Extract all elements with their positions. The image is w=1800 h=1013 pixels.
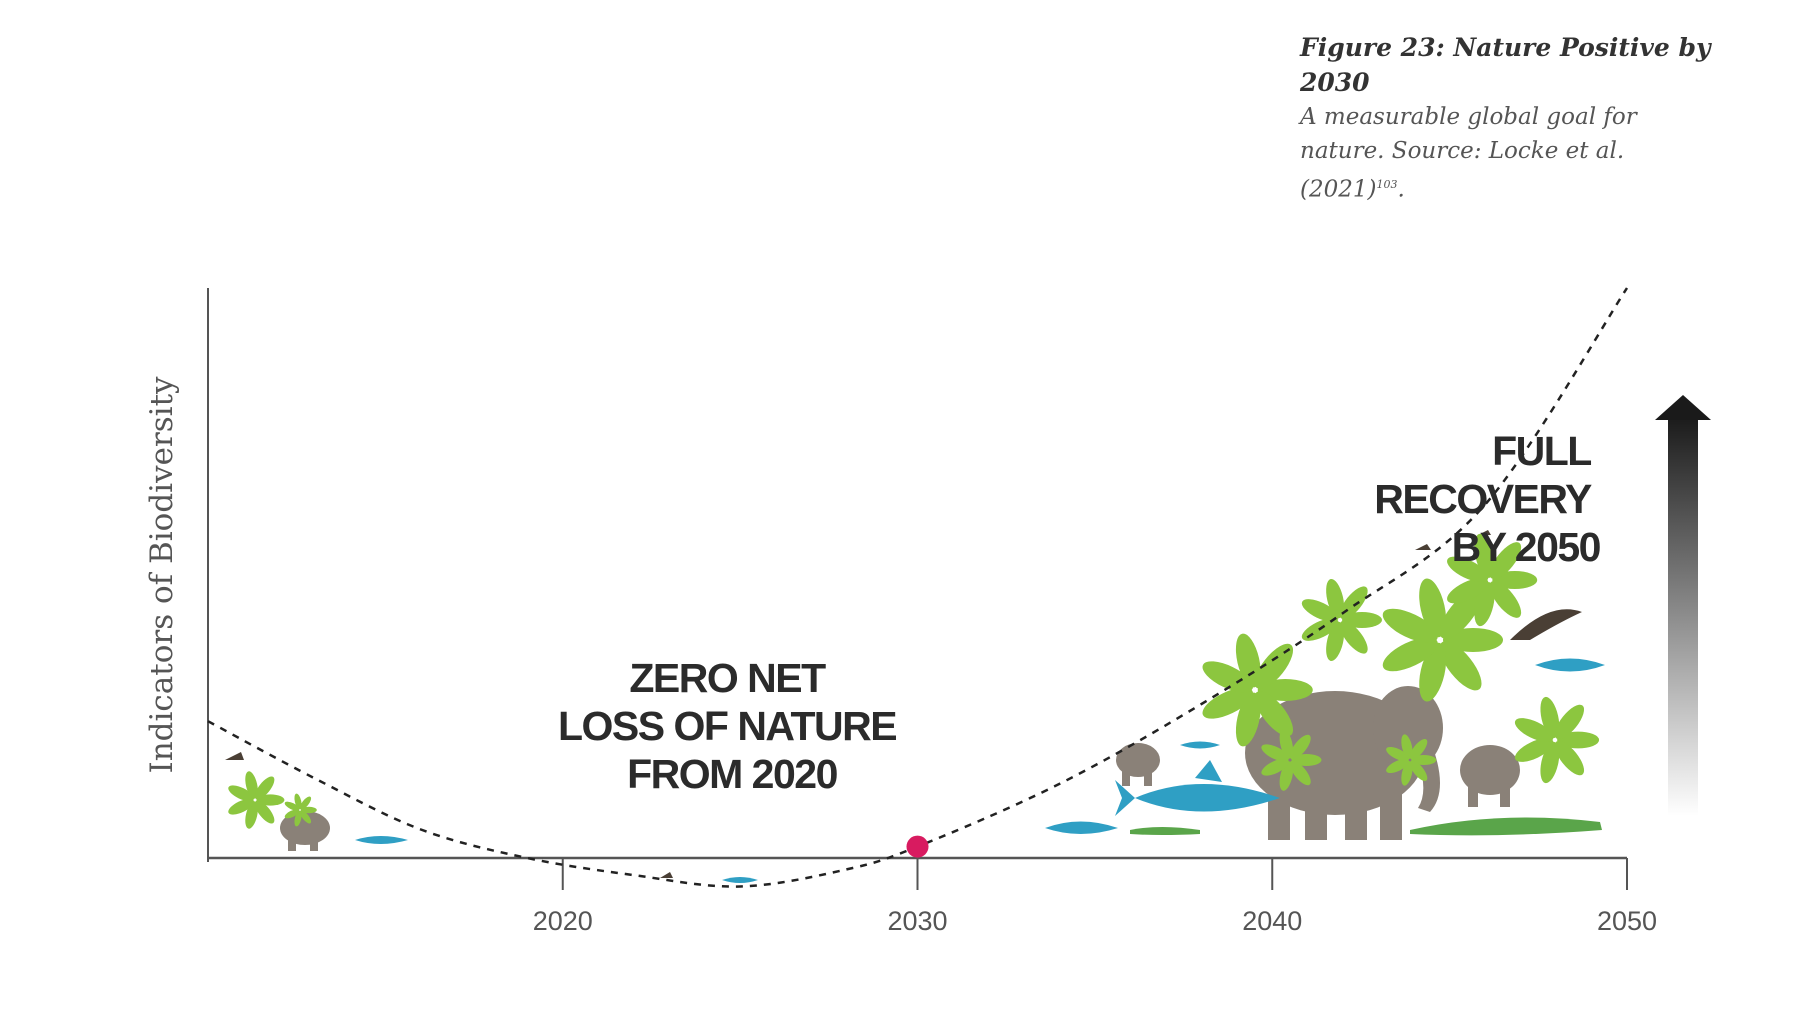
leaf-shape [1279, 729, 1294, 759]
leaf-shape [1447, 556, 1489, 582]
leaf-shape [284, 809, 300, 819]
leaf-shape [1254, 691, 1294, 737]
figure-title: Figure 23: Nature Positive by 2030 [1300, 33, 1711, 97]
leaf-shape [1386, 746, 1410, 762]
leaf-shape [1382, 637, 1438, 672]
leaf-shape [1554, 740, 1585, 776]
leaf-shape [1489, 580, 1522, 618]
leaf-shape [1419, 578, 1447, 638]
leaf-shape [299, 810, 312, 824]
plant-leaf-icon [228, 533, 1600, 829]
annotation-line: FROM 2020 [627, 751, 837, 797]
leaf-shape [245, 771, 258, 799]
leaf-shape [256, 794, 285, 806]
leaf-shape [1261, 744, 1289, 762]
wildlife-illustrations [225, 530, 1605, 883]
leaf-shape [254, 800, 275, 824]
shark-icon [355, 658, 1605, 883]
leaf-shape [1289, 760, 1311, 786]
x-axis-ticks: 2020 2030 2040 2050 [533, 858, 1657, 936]
figure-caption: Figure 23: Nature Positive by 2030 A mea… [1300, 30, 1720, 207]
upward-arrow-icon [1655, 395, 1711, 816]
leaf-shape [1554, 704, 1585, 740]
leaf-shape [1301, 599, 1339, 622]
zero-net-loss-annotation: ZERO NET LOSS OF NATURE FROM 2020 [558, 655, 906, 797]
leaf-shape [1401, 734, 1413, 759]
leaf-shape [284, 801, 300, 811]
nature-positive-2030-marker [906, 835, 929, 858]
leaf-shape [1257, 679, 1313, 701]
leaf-shape [1291, 754, 1322, 766]
biodiversity-curve [207, 287, 1629, 888]
leaf-shape [1326, 578, 1345, 619]
leaf-shape [294, 793, 302, 810]
x-tick-label: 2030 [887, 906, 947, 936]
leaf-shape [299, 796, 312, 810]
annotation-line: ZERO NET [629, 655, 826, 701]
x-tick-label: 2050 [1597, 906, 1657, 936]
leaf-shape [1409, 738, 1428, 760]
leaf-shape [1489, 542, 1522, 580]
annotation-line: BY 2050 [1452, 524, 1601, 570]
leaf-shape [1342, 612, 1382, 628]
leaf-shape [1411, 755, 1437, 765]
leaf-shape [1289, 734, 1311, 760]
y-axis-label: Indicators of Biodiversity [144, 376, 180, 774]
leaf-shape [1514, 718, 1554, 742]
leaf-shape [1514, 738, 1554, 762]
reference-mark: 103 [1376, 178, 1398, 191]
figure-subtitle: A measurable global goal for nature. Sou… [1300, 104, 1637, 203]
leaf-shape [1540, 696, 1560, 739]
figure-subtitle-text: A measurable global goal for nature. Sou… [1300, 104, 1637, 203]
leaf-shape [228, 798, 254, 815]
bird-icon [225, 530, 1582, 878]
full-recovery-annotation: FULL RECOVERY BY 2050 [1374, 428, 1600, 570]
leaf-shape [1382, 608, 1438, 643]
leaf-shape [1492, 571, 1538, 589]
leaf-shape [1386, 758, 1410, 774]
leaf-shape [1254, 643, 1294, 689]
leaf-shape [1409, 760, 1428, 782]
leaf-shape [1443, 628, 1503, 652]
leaf-shape [1202, 661, 1253, 693]
leaf-shape [1202, 687, 1253, 719]
leaf-shape [1447, 578, 1489, 604]
leaf-shape [300, 806, 317, 814]
leaf-shape [1474, 533, 1495, 578]
annotation-line: RECOVERY [1374, 476, 1592, 522]
leaf-shape [1235, 633, 1261, 688]
x-tick-label: 2040 [1242, 906, 1302, 936]
leaf-shape [1261, 758, 1289, 776]
leaf-shape [1557, 731, 1600, 749]
leaf-shape [228, 785, 254, 802]
small-elephant-icon [280, 743, 1520, 851]
leaf-shape [1439, 641, 1482, 691]
crocodile-icon [1130, 817, 1602, 836]
annotation-line: LOSS OF NATURE [558, 703, 896, 749]
leaf-shape [1339, 620, 1368, 654]
x-tick-label: 2020 [533, 906, 593, 936]
leaf-shape [1439, 589, 1482, 639]
leaf-shape [254, 776, 275, 800]
annotation-line: FULL [1492, 428, 1591, 474]
